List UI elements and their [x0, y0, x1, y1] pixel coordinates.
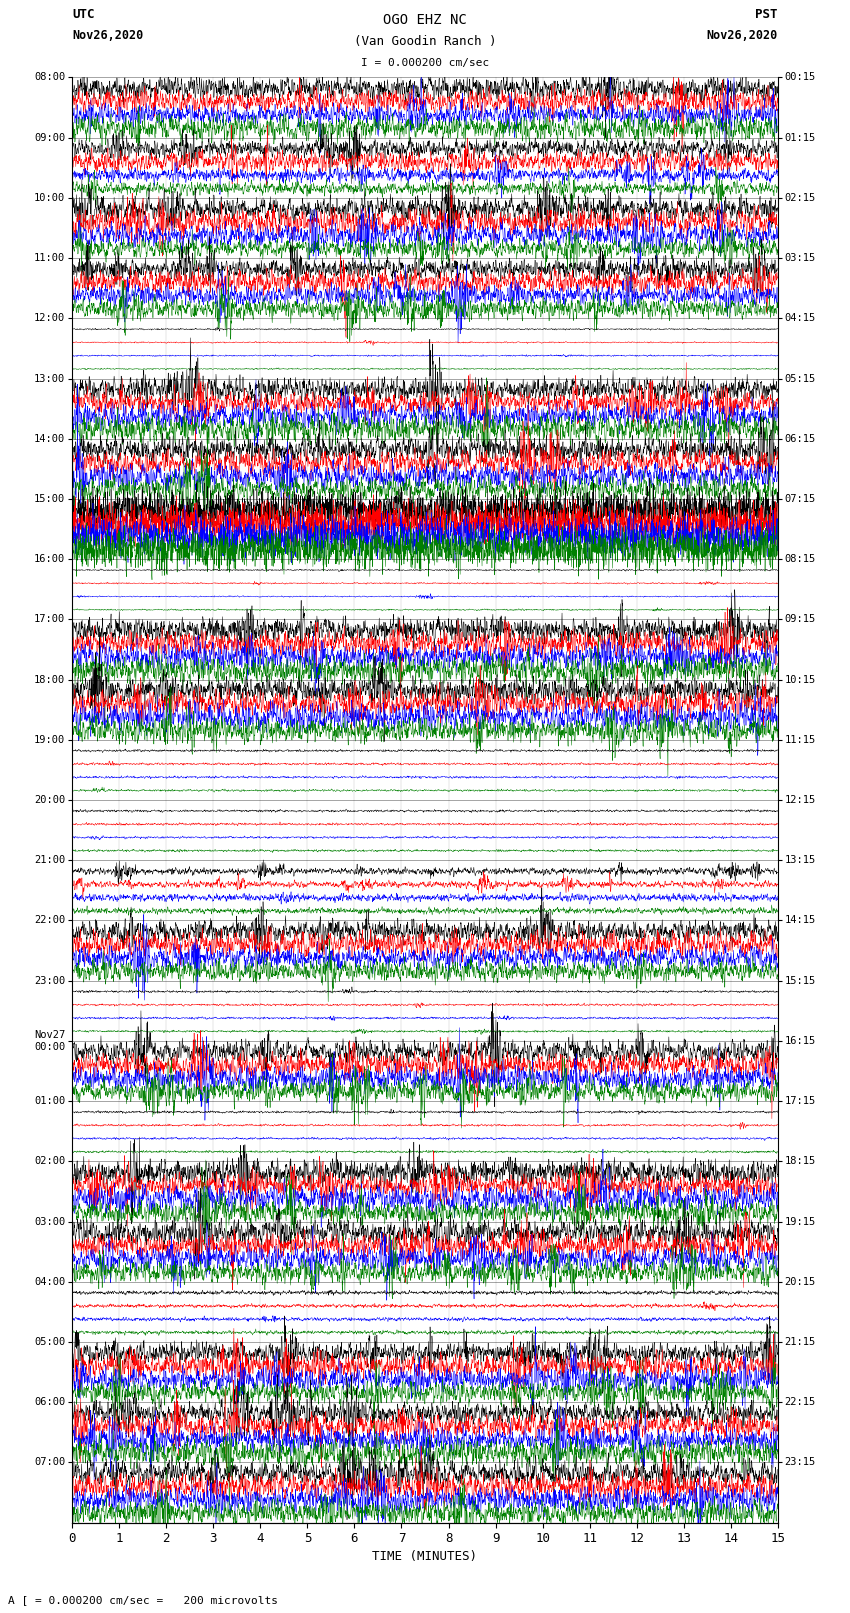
Text: A [ = 0.000200 cm/sec =   200 microvolts: A [ = 0.000200 cm/sec = 200 microvolts	[8, 1595, 279, 1605]
Text: Nov26,2020: Nov26,2020	[72, 29, 144, 42]
Text: UTC: UTC	[72, 8, 94, 21]
X-axis label: TIME (MINUTES): TIME (MINUTES)	[372, 1550, 478, 1563]
Text: I = 0.000200 cm/sec: I = 0.000200 cm/sec	[361, 58, 489, 68]
Text: OGO EHZ NC: OGO EHZ NC	[383, 13, 467, 27]
Text: Nov26,2020: Nov26,2020	[706, 29, 778, 42]
Text: (Van Goodin Ranch ): (Van Goodin Ranch )	[354, 35, 496, 48]
Text: PST: PST	[756, 8, 778, 21]
